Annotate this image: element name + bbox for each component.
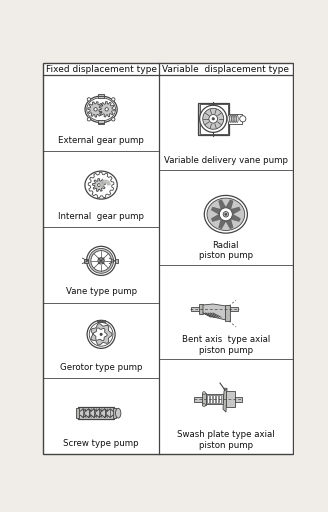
Bar bbox=[235, 397, 242, 401]
Polygon shape bbox=[88, 102, 103, 117]
Text: Internal  gear pump: Internal gear pump bbox=[58, 211, 144, 221]
Circle shape bbox=[87, 118, 91, 121]
Circle shape bbox=[89, 323, 113, 346]
Polygon shape bbox=[101, 180, 110, 186]
Polygon shape bbox=[99, 101, 114, 117]
Ellipse shape bbox=[207, 198, 245, 230]
Bar bbox=[208, 395, 210, 403]
Text: Gerotor type pump: Gerotor type pump bbox=[60, 363, 142, 372]
Ellipse shape bbox=[232, 115, 234, 122]
Text: Radial
piston pump: Radial piston pump bbox=[199, 241, 253, 260]
Circle shape bbox=[202, 403, 205, 407]
Polygon shape bbox=[211, 214, 221, 222]
Bar bbox=[200, 104, 228, 134]
Circle shape bbox=[87, 98, 91, 101]
Circle shape bbox=[98, 184, 100, 186]
Polygon shape bbox=[203, 304, 226, 320]
Polygon shape bbox=[93, 328, 107, 341]
Ellipse shape bbox=[236, 115, 238, 122]
Text: Variable  displacement type: Variable displacement type bbox=[162, 65, 289, 74]
Circle shape bbox=[91, 251, 111, 271]
Bar bbox=[98, 96, 104, 98]
Circle shape bbox=[87, 321, 115, 348]
Circle shape bbox=[112, 118, 115, 121]
Circle shape bbox=[223, 211, 229, 217]
Bar bbox=[211, 395, 213, 403]
Circle shape bbox=[100, 260, 102, 262]
Circle shape bbox=[89, 248, 113, 273]
Ellipse shape bbox=[234, 115, 236, 122]
Bar bbox=[98, 94, 104, 96]
Bar bbox=[219, 395, 221, 403]
Circle shape bbox=[87, 246, 116, 275]
Circle shape bbox=[219, 208, 232, 221]
Ellipse shape bbox=[87, 98, 115, 121]
Text: Screw type pump: Screw type pump bbox=[63, 439, 139, 448]
Ellipse shape bbox=[115, 409, 121, 418]
Bar bbox=[113, 409, 116, 418]
Circle shape bbox=[112, 98, 115, 101]
Polygon shape bbox=[88, 172, 114, 198]
Bar bbox=[98, 123, 104, 124]
Ellipse shape bbox=[85, 171, 117, 199]
Bar bbox=[194, 397, 203, 401]
Ellipse shape bbox=[204, 196, 247, 233]
Text: Vane type pump: Vane type pump bbox=[66, 287, 137, 296]
Bar bbox=[97, 321, 105, 323]
Polygon shape bbox=[211, 207, 221, 215]
Polygon shape bbox=[226, 200, 233, 209]
Polygon shape bbox=[92, 179, 105, 191]
Bar bbox=[114, 259, 118, 263]
Bar bbox=[76, 409, 79, 418]
Bar bbox=[228, 114, 241, 124]
Text: Swash plate type axial
piston pump: Swash plate type axial piston pump bbox=[177, 430, 275, 450]
Bar bbox=[214, 395, 215, 403]
Bar bbox=[98, 120, 104, 123]
Polygon shape bbox=[218, 200, 226, 209]
Text: External gear pump: External gear pump bbox=[58, 136, 144, 145]
Text: Fixed displacement type: Fixed displacement type bbox=[46, 65, 156, 74]
Bar bbox=[216, 395, 218, 403]
Polygon shape bbox=[231, 214, 240, 222]
Bar bbox=[84, 259, 88, 263]
Polygon shape bbox=[91, 324, 112, 345]
Text: Bent axis  type axial
piston pump: Bent axis type axial piston pump bbox=[182, 335, 270, 355]
Circle shape bbox=[212, 118, 215, 120]
Circle shape bbox=[202, 392, 205, 395]
Circle shape bbox=[209, 115, 217, 123]
Bar bbox=[199, 304, 203, 314]
Bar bbox=[98, 320, 104, 322]
Bar bbox=[202, 393, 206, 405]
Bar bbox=[225, 305, 230, 321]
Bar bbox=[206, 394, 223, 404]
Bar bbox=[191, 307, 200, 311]
Ellipse shape bbox=[230, 115, 232, 122]
Bar bbox=[226, 391, 235, 407]
Circle shape bbox=[100, 333, 102, 335]
Bar bbox=[230, 307, 238, 311]
Text: Variable delivery vane pump: Variable delivery vane pump bbox=[164, 156, 288, 165]
Circle shape bbox=[203, 109, 224, 129]
Circle shape bbox=[200, 105, 227, 133]
Polygon shape bbox=[218, 219, 226, 229]
Circle shape bbox=[225, 213, 227, 216]
Circle shape bbox=[94, 108, 97, 111]
Circle shape bbox=[105, 108, 108, 111]
Ellipse shape bbox=[228, 115, 230, 122]
Polygon shape bbox=[226, 219, 233, 229]
Circle shape bbox=[224, 388, 226, 390]
Circle shape bbox=[240, 116, 246, 122]
Bar bbox=[198, 103, 229, 135]
Circle shape bbox=[98, 258, 104, 264]
Bar bbox=[78, 407, 114, 419]
Polygon shape bbox=[223, 388, 227, 412]
Polygon shape bbox=[231, 207, 240, 215]
Ellipse shape bbox=[85, 96, 117, 123]
